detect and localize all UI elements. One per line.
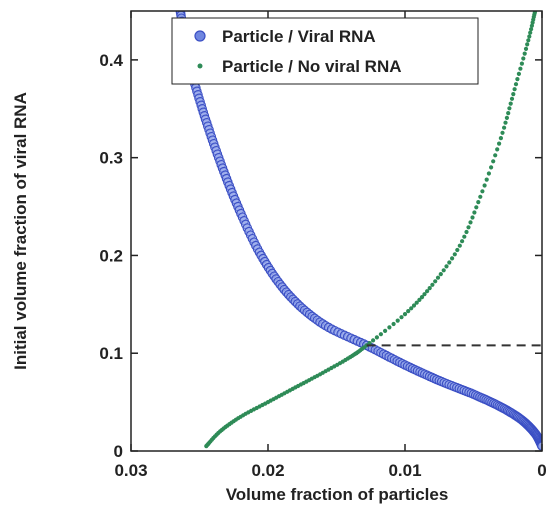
data-point <box>409 306 414 311</box>
series-particle-no-viral-rna <box>204 11 538 449</box>
data-point <box>433 279 438 284</box>
data-point <box>452 252 457 257</box>
data-point <box>523 46 529 52</box>
data-point <box>466 225 471 230</box>
legend-label-viral-rna: Particle / Viral RNA <box>222 27 376 46</box>
data-point <box>417 297 422 302</box>
data-point <box>486 171 491 176</box>
data-point <box>427 286 432 291</box>
data-point <box>383 328 388 333</box>
data-point <box>462 234 467 239</box>
data-point <box>491 159 496 164</box>
data-point <box>521 56 526 61</box>
legend-label-no-viral-rna: Particle / No viral RNA <box>222 57 402 76</box>
data-point <box>457 243 462 248</box>
data-point <box>391 321 396 327</box>
y-tick-label: 0.1 <box>99 344 123 363</box>
data-point <box>444 264 449 269</box>
data-point <box>447 260 452 265</box>
x-tick-label: 0.01 <box>388 461 421 480</box>
data-point <box>497 141 502 146</box>
data-point <box>422 292 427 297</box>
data-point <box>495 147 500 152</box>
data-point <box>414 300 419 305</box>
data-point <box>484 177 489 182</box>
data-point <box>430 282 435 287</box>
data-point <box>435 275 441 280</box>
data-point <box>529 23 535 28</box>
x-tick-label: 0.03 <box>114 461 147 480</box>
data-point <box>425 289 430 294</box>
data-point <box>411 303 417 308</box>
data-point <box>515 77 520 82</box>
data-point <box>374 335 379 340</box>
data-point <box>518 66 523 71</box>
data-point <box>472 210 477 215</box>
data-point <box>516 71 522 76</box>
data-point <box>526 38 531 43</box>
legend-marker-viral-rna <box>194 30 206 42</box>
data-point <box>464 229 469 235</box>
data-point <box>378 332 383 337</box>
data-point <box>364 343 369 348</box>
data-point <box>522 51 527 56</box>
data-point <box>480 189 485 194</box>
data-point <box>441 268 446 273</box>
data-point <box>503 120 508 125</box>
data-point <box>468 220 473 225</box>
data-point <box>438 272 443 277</box>
data-point <box>450 256 455 261</box>
x-tick-label: 0.02 <box>251 461 284 480</box>
data-point <box>493 153 498 158</box>
legend-box <box>171 17 479 85</box>
x-tick-label: 0 <box>537 461 546 480</box>
data-point <box>519 61 525 66</box>
data-point <box>367 341 372 346</box>
data-point <box>529 27 534 32</box>
y-tick-label: 0.4 <box>99 51 123 70</box>
data-point <box>502 125 507 130</box>
data-point <box>387 325 392 330</box>
data-point <box>402 312 408 317</box>
data-point <box>419 295 425 300</box>
y-tick-label: 0.2 <box>99 246 123 265</box>
data-point <box>506 111 511 116</box>
y-axis-label: Initial volume fraction of viral RNA <box>11 92 30 370</box>
data-point <box>507 106 512 111</box>
data-point <box>508 101 513 106</box>
y-tick-label: 0.3 <box>99 149 123 168</box>
data-point <box>511 92 516 97</box>
data-point <box>504 115 509 120</box>
data-point <box>371 338 376 343</box>
data-point <box>474 205 479 210</box>
data-point <box>482 183 487 188</box>
data-point <box>509 96 515 101</box>
plot-area-frame <box>130 10 543 452</box>
data-point <box>489 165 494 170</box>
data-point <box>399 315 404 320</box>
data-point <box>527 34 532 39</box>
data-point <box>500 130 505 135</box>
data-point <box>395 318 400 323</box>
data-point <box>498 136 503 141</box>
legend: Particle / Viral RNA Particle / No viral… <box>171 17 479 85</box>
x-axis-label: Volume fraction of particles <box>226 485 449 504</box>
data-point <box>512 87 517 92</box>
data-point <box>455 247 460 253</box>
data-point <box>406 309 411 314</box>
data-point <box>470 215 475 220</box>
data-point <box>528 30 533 35</box>
legend-marker-no-viral-rna <box>197 63 203 69</box>
data-point <box>478 194 483 199</box>
data-point <box>460 239 465 244</box>
data-point <box>525 42 530 47</box>
y-tick-label: 0 <box>114 442 123 461</box>
data-point <box>513 82 519 87</box>
data-point <box>476 200 481 205</box>
